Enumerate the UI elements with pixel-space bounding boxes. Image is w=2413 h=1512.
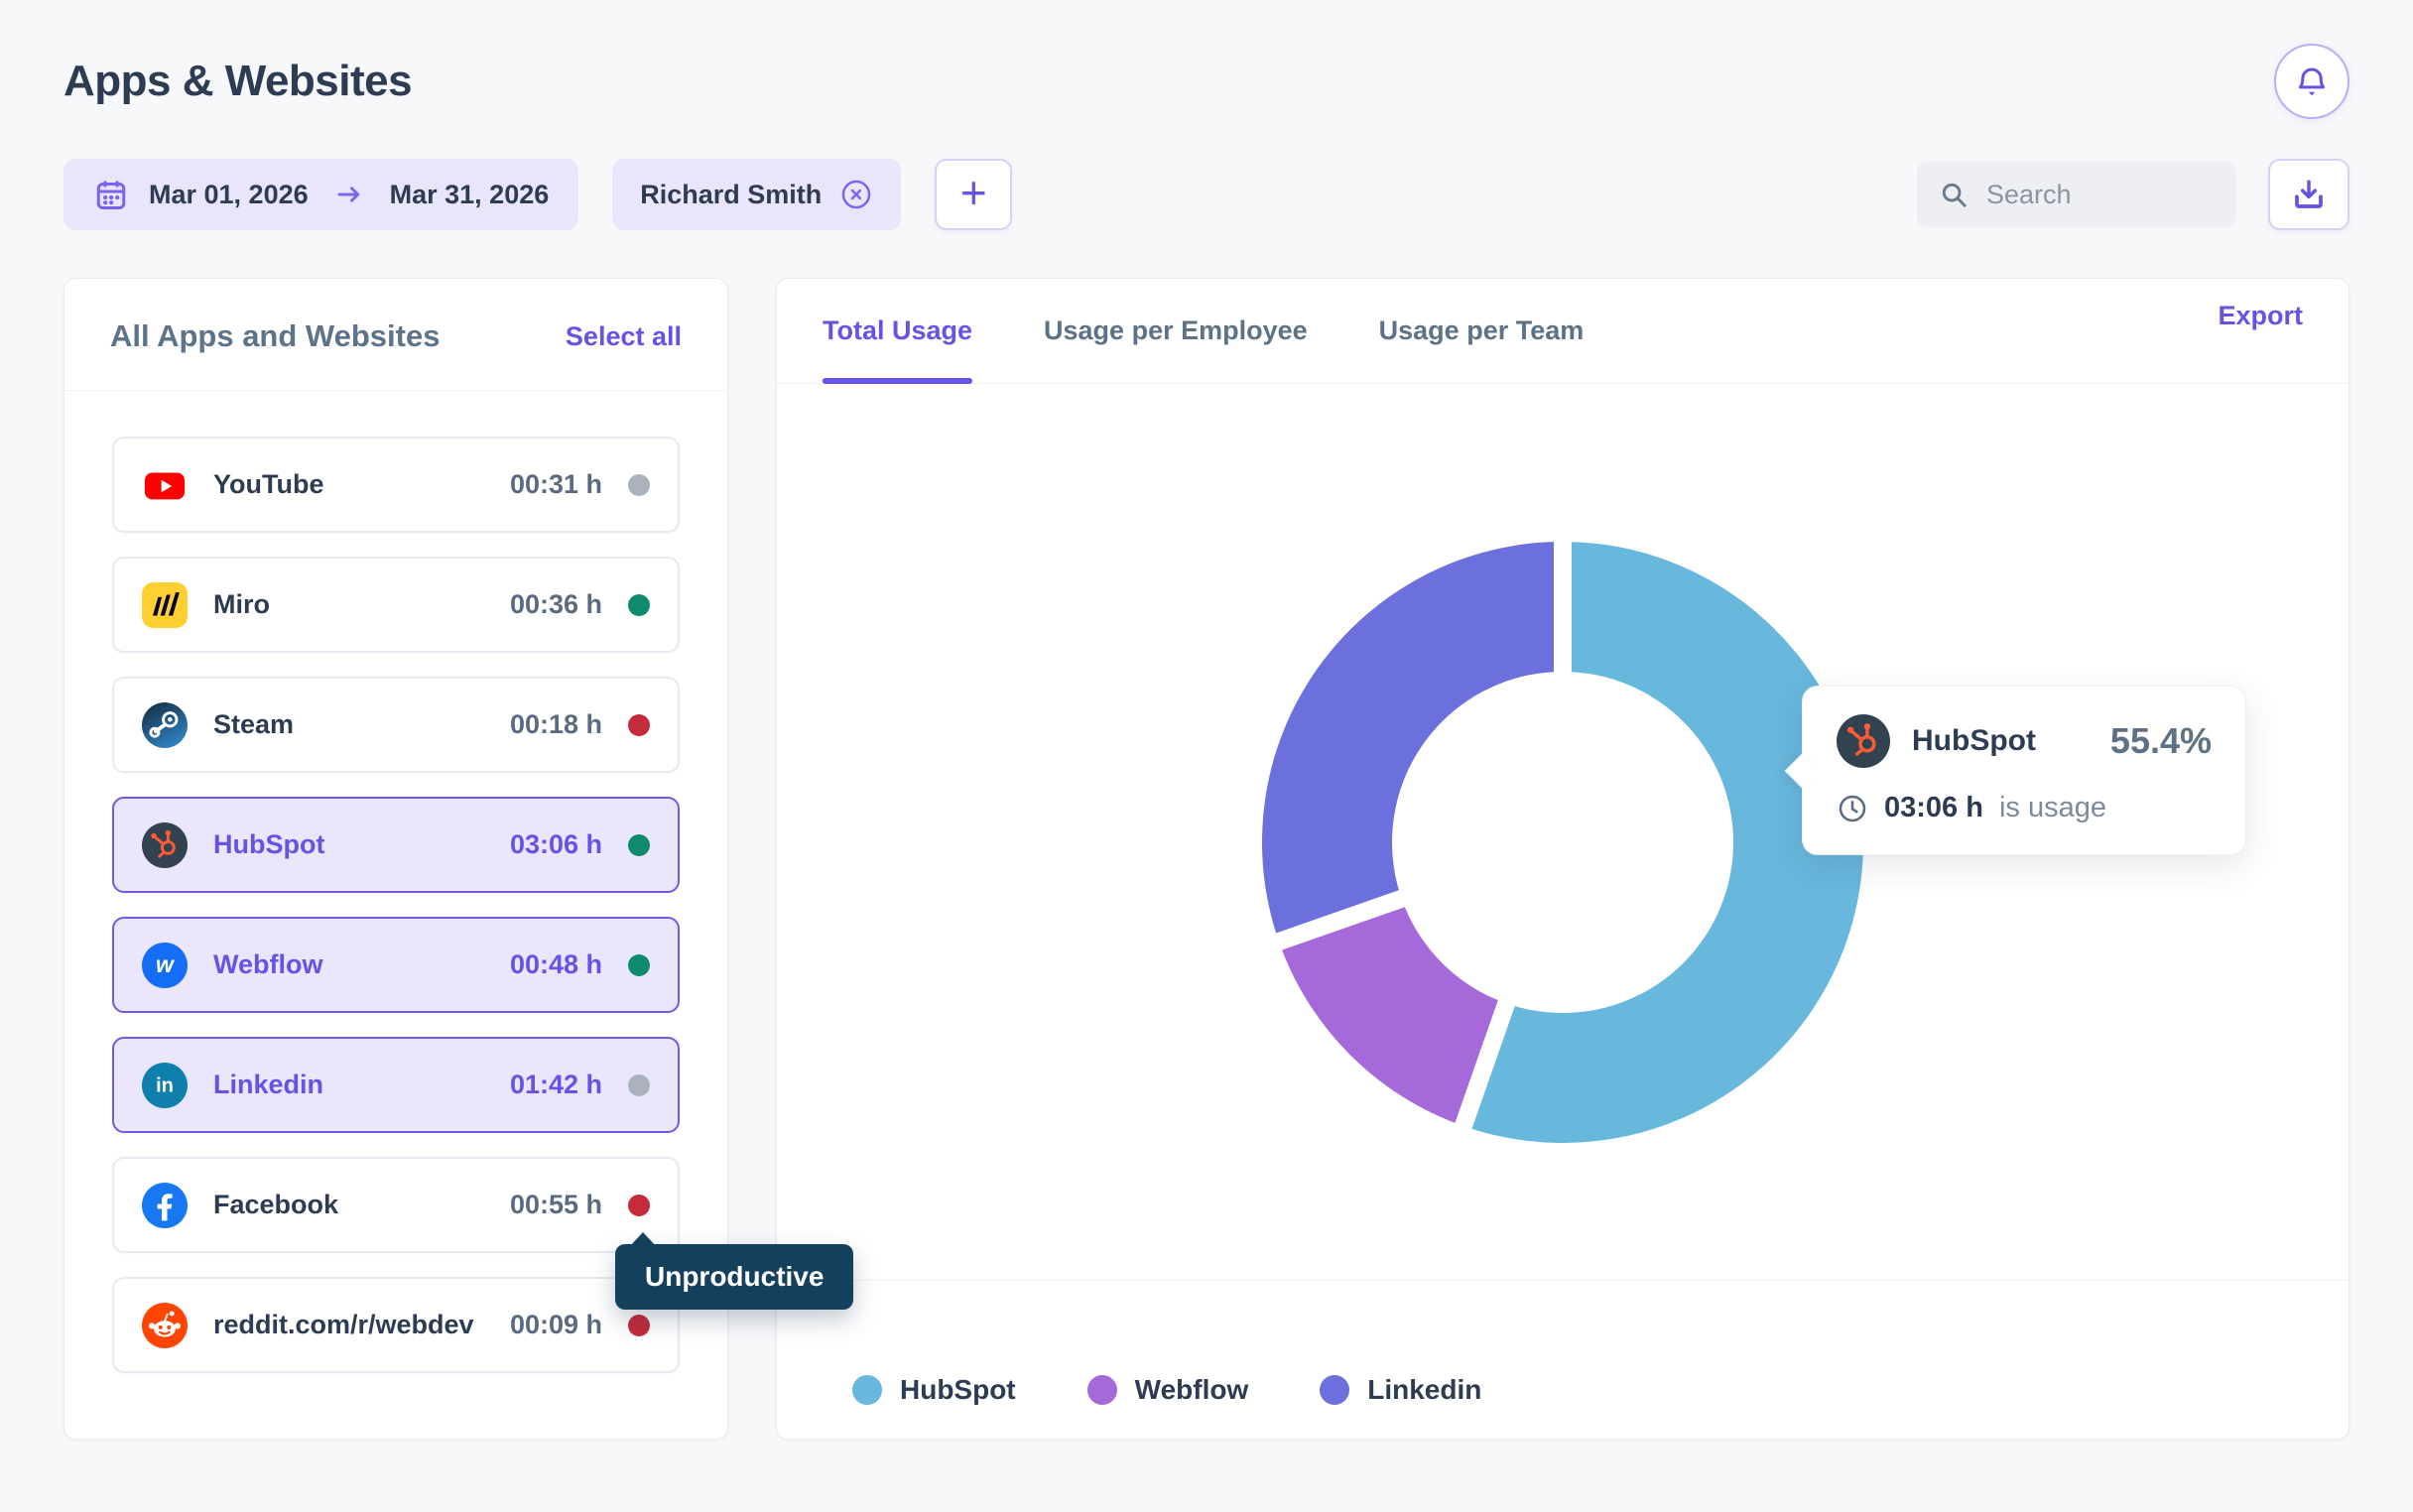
- search-input[interactable]: [1984, 178, 2215, 211]
- apps-panel-header: All Apps and Websites Select all: [64, 279, 727, 391]
- facebook-icon: [142, 1182, 188, 1228]
- hubspot-icon: [1837, 714, 1890, 768]
- linkedin-icon: in: [142, 1062, 188, 1108]
- status-dot-neutral: [628, 1073, 650, 1096]
- page-title: Apps & Websites: [64, 57, 413, 105]
- app-name: Linkedin: [213, 1070, 324, 1099]
- bell-icon: [2293, 63, 2331, 100]
- remove-filter-icon[interactable]: [839, 178, 873, 211]
- employee-filter-chip[interactable]: Richard Smith: [612, 159, 902, 230]
- app-usage-time: 00:18 h: [509, 709, 602, 739]
- status-dot-neutral: [628, 473, 650, 496]
- download-icon: [2291, 177, 2327, 212]
- app-name: Webflow: [213, 949, 323, 979]
- legend-item-linkedin[interactable]: Linkedin: [1320, 1374, 1481, 1406]
- app-row-hubspot[interactable]: HubSpot 03:06 h: [112, 797, 680, 893]
- chart-area: HubSpot 55.4% 03:06 h is usage: [777, 384, 2349, 1280]
- main-content: All Apps and Websites Select all YouTube…: [0, 278, 2413, 1440]
- apps-panel: All Apps and Websites Select all YouTube…: [64, 278, 854, 1440]
- status-tooltip-label: Unproductive: [645, 1261, 825, 1292]
- status-tooltip: Unproductive: [615, 1232, 854, 1310]
- tab-usage-per-team[interactable]: Usage per Team: [1378, 315, 1585, 345]
- apps-panel-title: All Apps and Websites: [110, 318, 441, 353]
- calendar-icon: [93, 177, 129, 212]
- webflow-icon: w: [142, 942, 188, 988]
- search-box[interactable]: [1917, 162, 2236, 227]
- clock-icon: [1837, 793, 1868, 824]
- legend-item-webflow[interactable]: Webflow: [1086, 1373, 1249, 1406]
- app-row-linkedin[interactable]: in Linkedin 01:42 h: [112, 1037, 680, 1133]
- notifications-button[interactable]: [2274, 44, 2350, 119]
- miro-icon: [142, 581, 188, 628]
- chart-tooltip-time: 03:06 h: [1884, 792, 1983, 823]
- youtube-icon: [142, 462, 188, 508]
- usage-tabs: Total Usage Usage per Employee Usage per T…: [777, 279, 2349, 384]
- app-list: YouTube 00:31 h Miro 00:36 h Steam 00:18…: [64, 391, 727, 1373]
- date-start: Mar 01, 2026: [149, 179, 309, 209]
- employee-name: Richard Smith: [640, 179, 823, 209]
- usage-panel: Total Usage Usage per Employee Usage per T…: [776, 278, 2350, 1440]
- app-row-steam[interactable]: Steam 00:18 h: [112, 677, 680, 773]
- legend-dot-linkedin: [1320, 1374, 1350, 1405]
- date-end: Mar 31, 2026: [389, 179, 550, 209]
- chart-tooltip-suffix: is usage: [1998, 792, 2106, 823]
- status-dot-unproductive: [628, 713, 650, 736]
- select-all-link[interactable]: Select all: [565, 320, 682, 351]
- tab-usage-per-employee[interactable]: Usage per Employee: [1044, 315, 1308, 345]
- legend-dot-hubspot: [852, 1374, 882, 1405]
- arrow-right-icon: [328, 180, 370, 209]
- app-usage-time: 00:31 h: [509, 469, 602, 499]
- app-usage-time: 00:55 h: [509, 1190, 602, 1219]
- status-dot-unproductive: [628, 1194, 650, 1216]
- app-row-youtube[interactable]: YouTube 00:31 h: [112, 437, 680, 533]
- chart-tooltip-app: HubSpot: [1912, 724, 2036, 757]
- status-dot-productive: [628, 593, 650, 616]
- svg-text:in: in: [156, 1074, 174, 1096]
- search-icon: [1939, 180, 1968, 209]
- chart-tooltip-percent: 55.4%: [2109, 720, 2212, 761]
- status-dot-productive: [628, 953, 650, 976]
- app-usage-time: 01:42 h: [509, 1070, 602, 1099]
- chart-tooltip: HubSpot 55.4% 03:06 h is usage: [1784, 686, 2246, 855]
- app-usage-time: 00:36 h: [509, 589, 602, 619]
- topbar: Apps & Websites: [0, 0, 2413, 119]
- app-row-facebook[interactable]: Facebook 00:55 h: [112, 1157, 680, 1253]
- hubspot-icon: [142, 821, 188, 868]
- app-name: Facebook: [213, 1190, 339, 1219]
- donut-hole: [1392, 671, 1733, 1013]
- app-name: Miro: [213, 589, 270, 619]
- status-dot-productive: [628, 833, 650, 856]
- app-name: Steam: [213, 709, 295, 739]
- add-filter-button[interactable]: +: [935, 159, 1013, 230]
- app-name: HubSpot: [213, 829, 325, 859]
- legend-item-hubspot[interactable]: HubSpot: [852, 1374, 1016, 1406]
- app-usage-time: 00:48 h: [509, 949, 602, 979]
- date-range-picker[interactable]: Mar 01, 2026 Mar 31, 2026: [64, 159, 579, 230]
- export-link[interactable]: Export: [2218, 301, 2303, 330]
- app-name: YouTube: [213, 469, 324, 499]
- legend-dot-webflow: [1086, 1374, 1117, 1405]
- app-row-webflow[interactable]: w Webflow 00:48 h: [112, 917, 680, 1013]
- legend-label: Webflow: [1134, 1373, 1249, 1405]
- reddit-icon: [142, 1302, 188, 1348]
- app-name: reddit.com/r/webdev: [213, 1310, 474, 1339]
- app-usage-time: 00:09 h: [509, 1310, 602, 1339]
- app-row-reddit-com-r-webdev[interactable]: reddit.com/r/webdev 00:09 h: [112, 1277, 680, 1373]
- filter-bar: Mar 01, 2026 Mar 31, 2026 Richard Smith …: [0, 159, 2413, 230]
- steam-icon: [142, 701, 188, 748]
- donut-chart: [1262, 537, 1863, 1143]
- download-button[interactable]: [2268, 159, 2350, 230]
- app-row-miro[interactable]: Miro 00:36 h: [112, 557, 680, 653]
- legend-label: HubSpot: [900, 1373, 1016, 1405]
- chart-legend: HubSpot Webflow Linkedin: [777, 1280, 2349, 1439]
- app-usage-time: 03:06 h: [509, 829, 602, 859]
- status-dot-unproductive: [628, 1314, 650, 1336]
- legend-label: Linkedin: [1367, 1373, 1482, 1405]
- tab-total-usage[interactable]: Total Usage: [823, 279, 973, 384]
- svg-text:w: w: [156, 951, 176, 977]
